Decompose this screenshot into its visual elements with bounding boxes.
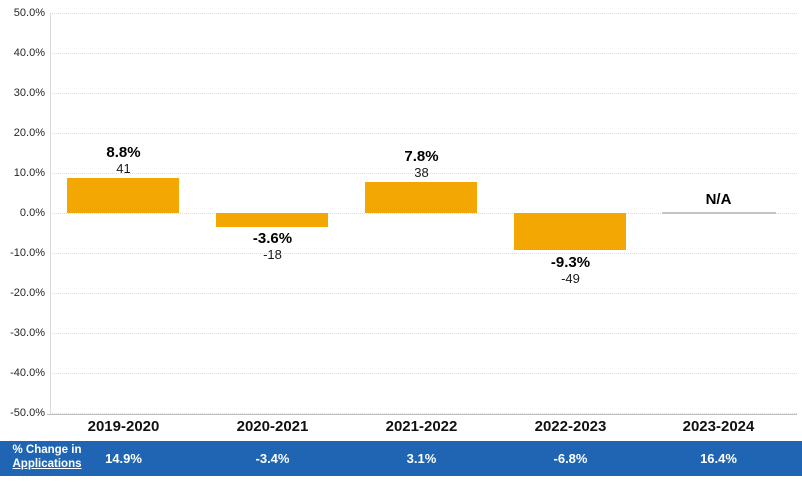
y-tick-label: 50.0% [13, 7, 45, 19]
bar-percent-label: -9.3% [550, 254, 591, 271]
bar-2021-2022 [365, 182, 477, 213]
bar-count-label: 38 [414, 165, 429, 180]
bar-count-label: -49 [561, 271, 580, 286]
bar-label-group: 7.8% 38 [347, 148, 496, 181]
bar-2020-2021 [216, 213, 328, 227]
row-header-line1: % Change in [12, 444, 82, 456]
gridline [50, 293, 797, 294]
y-tick-label: -50.0% [10, 407, 45, 419]
y-tick-label: -40.0% [10, 367, 45, 379]
y-tick-label: 40.0% [13, 47, 45, 59]
applications-link[interactable]: Applications [12, 458, 82, 470]
x-category-label: 2023-2024 [682, 418, 755, 435]
gridline-zero [50, 213, 797, 214]
bar-count-label: 41 [116, 161, 131, 176]
y-tick-label: -30.0% [10, 327, 45, 339]
y-tick-label: 20.0% [13, 127, 45, 139]
gridline [50, 253, 797, 254]
bar-count-label: -18 [263, 247, 282, 262]
gridline [50, 373, 797, 374]
bar-label-group: -3.6% -18 [198, 230, 347, 263]
x-axis-line [47, 414, 797, 415]
gridline [50, 13, 797, 14]
bar-label-group: 8.8% 41 [49, 144, 198, 177]
row-value: 16.4% [700, 451, 737, 466]
x-category-label: 2019-2020 [87, 418, 160, 435]
bar-label-group: -9.3% -49 [496, 254, 645, 287]
row-value: -6.8% [553, 451, 588, 466]
y-tick-label: 0.0% [19, 207, 45, 219]
gridline [50, 413, 797, 414]
row-value: 14.9% [105, 451, 142, 466]
bar-2023-2024-baseline [662, 212, 776, 214]
gridline [50, 173, 797, 174]
bar-percent-label: -3.6% [252, 230, 293, 247]
x-category-label: 2022-2023 [534, 418, 607, 435]
bar-label-group: N/A [644, 192, 793, 208]
row-value: 3.1% [406, 451, 437, 466]
bar-percent-label: 7.8% [404, 148, 439, 165]
y-tick-label: -20.0% [10, 287, 45, 299]
y-tick-label: 10.0% [13, 167, 45, 179]
na-label: N/A [705, 191, 732, 208]
gridline [50, 133, 797, 134]
applications-change-row: % Change in Applications 14.9% -3.4% 3.1… [0, 441, 802, 476]
gridline [50, 53, 797, 54]
gridline [50, 93, 797, 94]
y-axis-line [50, 13, 51, 414]
bar-2019-2020 [67, 178, 179, 213]
y-tick-label: 30.0% [13, 87, 45, 99]
x-category-label: 2021-2022 [385, 418, 458, 435]
bar-2022-2023 [514, 213, 626, 250]
gridline [50, 333, 797, 334]
applications-change-row-header: % Change in Applications [0, 443, 94, 471]
x-category-label: 2020-2021 [236, 418, 309, 435]
row-value: -3.4% [255, 451, 290, 466]
bar-percent-label: 8.8% [106, 144, 141, 161]
y-tick-label: -10.0% [10, 247, 45, 259]
